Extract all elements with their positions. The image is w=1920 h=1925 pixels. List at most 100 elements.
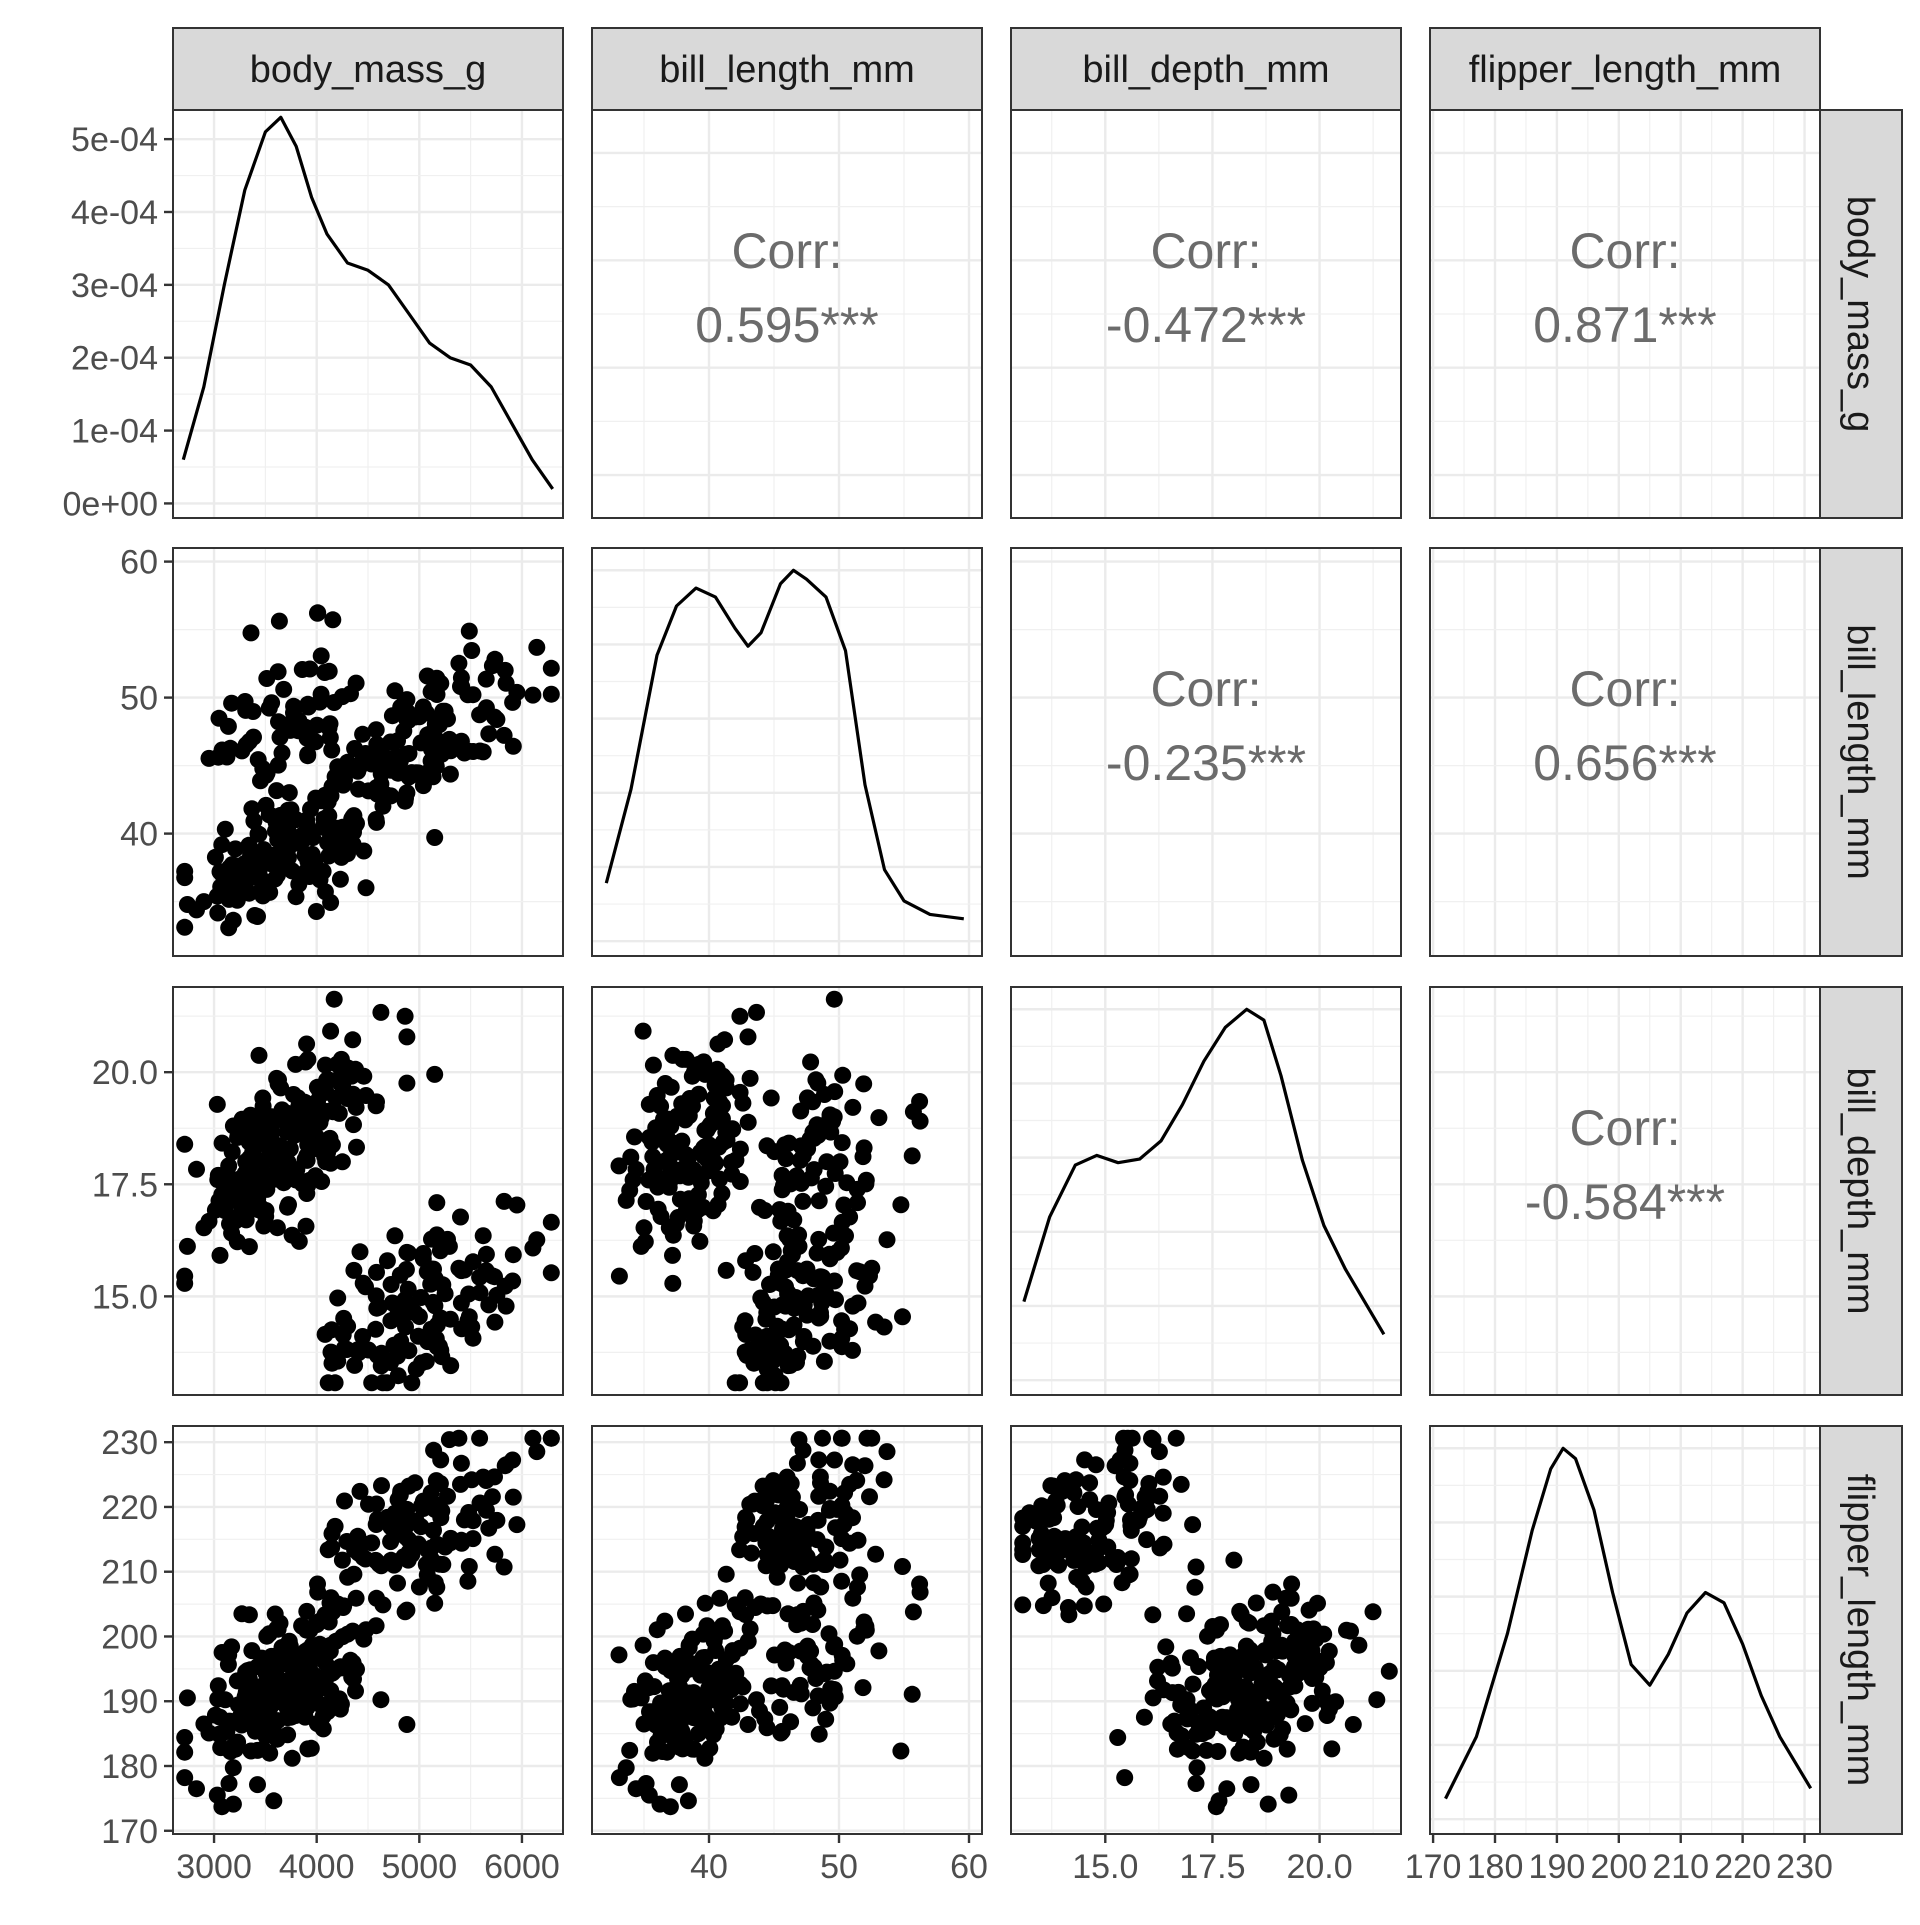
scatter-point bbox=[660, 1178, 678, 1196]
scatter-point bbox=[621, 1741, 639, 1759]
scatter-point bbox=[1277, 1589, 1295, 1607]
scatter-point bbox=[875, 1471, 893, 1489]
scatter-point bbox=[723, 1120, 741, 1138]
scatter-point bbox=[302, 1739, 320, 1757]
scatter-point bbox=[524, 1429, 542, 1447]
panel-bill_depth_mm-vs-body_mass_g: 15.0 17.5 20.0 bbox=[92, 986, 564, 1396]
scatter-point bbox=[418, 667, 436, 685]
scatter-point bbox=[528, 638, 546, 656]
y-tick-label: 40 bbox=[120, 816, 158, 854]
scatter-point bbox=[757, 1310, 775, 1328]
scatter-point bbox=[368, 779, 385, 797]
scatter-point bbox=[696, 1749, 714, 1767]
scatter-point bbox=[249, 908, 266, 925]
scatter-point bbox=[1014, 1596, 1032, 1614]
scatter-point bbox=[324, 611, 342, 629]
panel-background bbox=[592, 548, 982, 956]
scatter-point bbox=[804, 1616, 822, 1633]
scatter-point bbox=[397, 789, 414, 807]
scatter-point bbox=[810, 1451, 828, 1469]
density-line-bill_length_mm bbox=[604, 568, 965, 921]
scatter-point bbox=[240, 733, 258, 750]
scatter-point bbox=[826, 1688, 844, 1706]
scatter-point bbox=[389, 1347, 406, 1365]
scatter-point bbox=[382, 1276, 400, 1293]
scatter-point bbox=[178, 1237, 196, 1255]
scatter-point bbox=[1282, 1616, 1300, 1633]
scatter-point bbox=[455, 1261, 473, 1279]
panel-flipper_length_mm-vs-bill_depth_mm: 15.0 17.5 20.0 bbox=[1010, 1425, 1402, 1886]
scatter-point bbox=[223, 1224, 241, 1242]
scatter-point bbox=[1178, 1605, 1196, 1623]
scatter-point bbox=[372, 1357, 390, 1375]
scatter-point bbox=[345, 1261, 363, 1279]
scatter-point bbox=[792, 1685, 810, 1703]
scatter-point bbox=[833, 1134, 851, 1152]
scatter-point bbox=[698, 1617, 716, 1635]
scatter-point bbox=[773, 1677, 791, 1695]
scatter-point bbox=[691, 1658, 709, 1676]
scatter-point bbox=[329, 1352, 347, 1370]
scatter-point bbox=[1115, 1468, 1133, 1486]
scatter-point bbox=[442, 1357, 460, 1375]
y-tick-label: 2e-04 bbox=[71, 340, 158, 378]
scatter-point bbox=[810, 1725, 828, 1743]
scatter-point bbox=[338, 1533, 356, 1550]
scatter-point bbox=[821, 1332, 839, 1350]
panel-flipper_length_mm-vs-bill_length_mm: 40 50 60 bbox=[591, 1425, 988, 1886]
scatter-point bbox=[508, 1516, 526, 1534]
scatter-point bbox=[1280, 1786, 1298, 1804]
scatter-point bbox=[299, 1683, 317, 1701]
scatter-point bbox=[221, 739, 239, 757]
scatter-point bbox=[810, 1192, 828, 1210]
scatter-point bbox=[176, 1135, 194, 1153]
scatter-point bbox=[176, 1274, 194, 1292]
scatter-point bbox=[746, 1599, 764, 1616]
scatter-point bbox=[176, 1743, 194, 1761]
scatter-point bbox=[208, 1786, 226, 1804]
scatter-point bbox=[270, 1685, 288, 1703]
scatter-point bbox=[1157, 1638, 1175, 1656]
scatter-point bbox=[412, 734, 430, 752]
scatter-point bbox=[460, 622, 478, 640]
scatter-point bbox=[1122, 1550, 1140, 1568]
scatter-point bbox=[441, 1310, 459, 1328]
y-tick-label: 4e-04 bbox=[71, 194, 158, 232]
scatter-point bbox=[610, 1646, 628, 1664]
scatter-point bbox=[336, 1492, 353, 1510]
scatter-point bbox=[782, 1175, 800, 1193]
scatter-point bbox=[1231, 1685, 1249, 1703]
scatter-point bbox=[1231, 1602, 1249, 1620]
scatter-point bbox=[746, 1492, 764, 1510]
scatter-point bbox=[741, 1069, 759, 1087]
scatter-point bbox=[825, 990, 843, 1008]
scatter-point bbox=[1286, 1677, 1304, 1695]
scatter-point bbox=[857, 1618, 875, 1635]
scatter-point bbox=[1115, 1429, 1132, 1447]
scatter-point bbox=[450, 1429, 468, 1447]
scatter-point bbox=[307, 1167, 324, 1185]
scatter-point bbox=[312, 1109, 330, 1127]
scatter-point bbox=[269, 1075, 287, 1093]
scatter-point bbox=[640, 1679, 658, 1697]
scatter-point bbox=[1087, 1456, 1105, 1474]
scatter-point bbox=[794, 1192, 812, 1210]
scatter-point bbox=[426, 1065, 444, 1083]
scatter-point bbox=[344, 1031, 362, 1049]
scatter-point bbox=[777, 1261, 795, 1279]
row-strip-label-body_mass_g: body_mass_g bbox=[1839, 196, 1881, 433]
scatter-point bbox=[272, 806, 290, 824]
scatter-point bbox=[802, 1053, 820, 1071]
panel-border bbox=[591, 547, 983, 957]
x-tick-label: 40 bbox=[690, 1848, 728, 1886]
scatter-point bbox=[777, 1150, 795, 1168]
scatter-point bbox=[345, 1565, 363, 1583]
scatter-point bbox=[299, 695, 317, 713]
scatter-point bbox=[758, 1374, 776, 1392]
panel-body_mass_g-vs-flipper_length_mm: Corr: 0.871*** bbox=[1429, 109, 1821, 519]
scatter-point bbox=[426, 1574, 444, 1592]
scatter-point bbox=[463, 642, 481, 659]
scatter-point bbox=[398, 1074, 416, 1092]
scatter-point bbox=[1186, 1578, 1204, 1596]
scatter-point bbox=[834, 1066, 852, 1084]
